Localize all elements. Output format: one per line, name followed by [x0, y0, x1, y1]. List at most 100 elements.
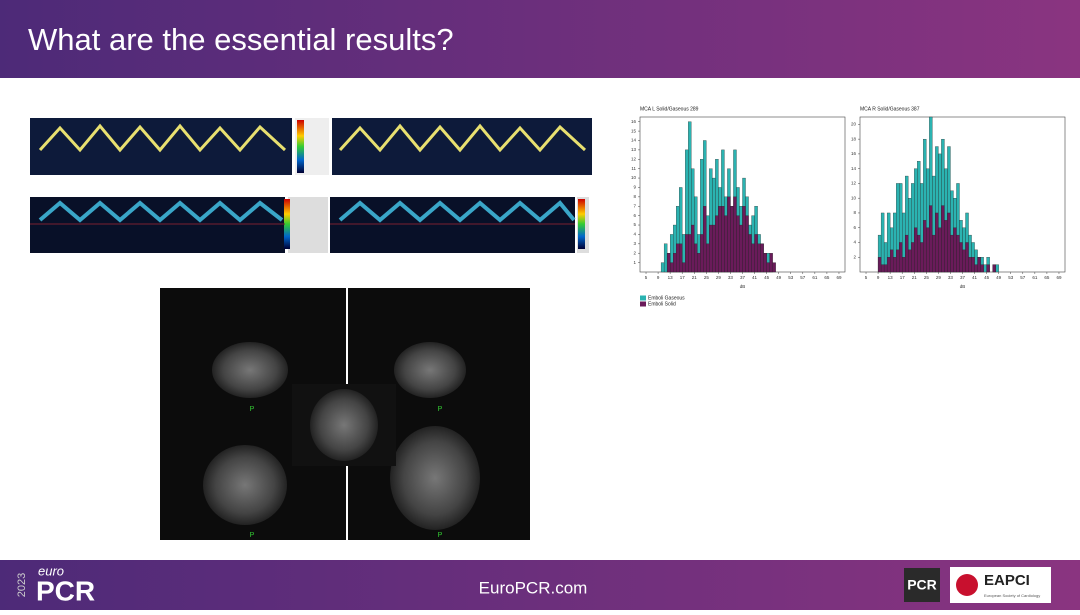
- x-tick-label: 41: [972, 275, 978, 280]
- y-tick-label: 18: [851, 136, 857, 141]
- histogram-bar: [883, 264, 888, 273]
- histogram-bar: [669, 262, 674, 273]
- histogram-bar: [663, 243, 668, 273]
- logo-year: 2023: [16, 573, 28, 597]
- x-tick-label: 33: [728, 275, 734, 280]
- histogram-bar: [953, 227, 957, 273]
- histogram-bar: [769, 253, 773, 273]
- mri-label: P: [250, 532, 255, 539]
- doppler-images: [30, 118, 592, 253]
- x-tick-label: 37: [960, 275, 966, 280]
- legend-swatch: [640, 301, 646, 307]
- histogram-bar: [896, 249, 900, 273]
- y-tick-label: 10: [851, 195, 857, 200]
- histogram-bar: [911, 242, 915, 273]
- histogram-bar: [932, 234, 936, 273]
- chart-title: MCA L Solid/Gaseous 289: [640, 106, 699, 112]
- histogram-bar: [965, 242, 969, 273]
- y-tick-label: 14: [631, 138, 637, 143]
- legend-label: Emboli Gaseous: [648, 295, 685, 301]
- logo-pcr: PCR: [36, 575, 95, 606]
- y-tick-label: 1: [633, 260, 636, 265]
- histogram-bar: [877, 257, 882, 273]
- y-tick-label: 16: [851, 151, 857, 156]
- histogram-bar: [727, 196, 731, 273]
- histogram-bar: [974, 264, 978, 273]
- x-tick-label: 53: [788, 275, 794, 280]
- histogram-bar: [739, 224, 743, 273]
- histogram-bar: [908, 249, 912, 273]
- histogram-bar: [751, 243, 755, 273]
- histogram-bar: [724, 215, 728, 273]
- histogram-bar: [899, 242, 903, 273]
- histogram-bar: [772, 262, 776, 273]
- histogram-bar: [754, 234, 758, 273]
- y-tick-label: 4: [633, 232, 636, 237]
- header-bar: [0, 0, 1080, 78]
- histogram-bar: [712, 224, 716, 273]
- x-tick-label: 29: [716, 275, 722, 280]
- histogram-bar: [666, 253, 671, 273]
- histogram-bar: [745, 215, 749, 273]
- histogram-bar: [938, 227, 942, 273]
- histogram-bar: [682, 262, 686, 273]
- histogram-bar: [995, 264, 999, 273]
- histogram-bar: [757, 243, 761, 273]
- histogram-bar: [935, 212, 939, 273]
- x-tick-label: 45: [764, 275, 770, 280]
- x-axis-label: dB: [740, 284, 746, 289]
- histogram-bar: [941, 205, 945, 273]
- x-tick-label: 17: [900, 275, 906, 280]
- y-tick-label: 2: [853, 254, 856, 259]
- y-tick-label: 4: [853, 240, 856, 245]
- histogram-bar: [977, 257, 981, 273]
- histogram-bar: [718, 206, 722, 273]
- histogram-bar: [688, 234, 692, 273]
- histogram-bar: [697, 253, 701, 273]
- x-tick-label: 49: [776, 275, 782, 280]
- histogram-bar: [962, 249, 966, 273]
- mri-images: [160, 288, 530, 540]
- y-tick-label: 3: [633, 241, 636, 246]
- x-tick-label: 13: [668, 275, 674, 280]
- x-tick-label: 37: [740, 275, 746, 280]
- x-tick-label: 5: [645, 275, 648, 280]
- mri-label: P: [250, 406, 255, 413]
- y-tick-label: 13: [631, 147, 637, 152]
- histogram-bar: [956, 234, 960, 273]
- x-tick-label: 33: [948, 275, 954, 280]
- histogram-bar: [709, 224, 713, 273]
- histogram-bar: [886, 257, 891, 273]
- x-tick-label: 61: [812, 275, 818, 280]
- histogram-bar: [983, 264, 987, 273]
- x-tick-label: 65: [1044, 275, 1050, 280]
- histogram-bar: [968, 257, 972, 273]
- pcr-logo-box: [904, 568, 940, 602]
- x-tick-label: 9: [877, 275, 880, 280]
- histogram-bar: [763, 253, 767, 273]
- histogram-bar: [902, 257, 906, 273]
- x-tick-label: 17: [680, 275, 686, 280]
- x-tick-label: 21: [692, 275, 698, 280]
- y-tick-label: 15: [631, 128, 637, 133]
- histogram-bar: [944, 220, 948, 273]
- x-tick-label: 25: [924, 275, 930, 280]
- histogram-bar: [971, 257, 975, 273]
- histogram-bar: [920, 242, 924, 273]
- y-tick-label: 10: [631, 175, 637, 180]
- x-tick-label: 41: [752, 275, 758, 280]
- x-tick-label: 61: [1032, 275, 1038, 280]
- x-tick-label: 21: [912, 275, 918, 280]
- x-tick-label: 29: [936, 275, 942, 280]
- y-tick-label: 16: [631, 119, 637, 124]
- histogram-bar: [929, 205, 933, 273]
- histogram-bar: [730, 206, 734, 273]
- histogram-bar: [733, 196, 737, 273]
- histogram-bar: [926, 227, 930, 273]
- x-tick-label: 13: [888, 275, 894, 280]
- histogram-bar: [889, 249, 894, 273]
- x-axis-label: dB: [960, 284, 966, 289]
- histogram-bar: [691, 224, 695, 273]
- x-tick-label: 65: [824, 275, 830, 280]
